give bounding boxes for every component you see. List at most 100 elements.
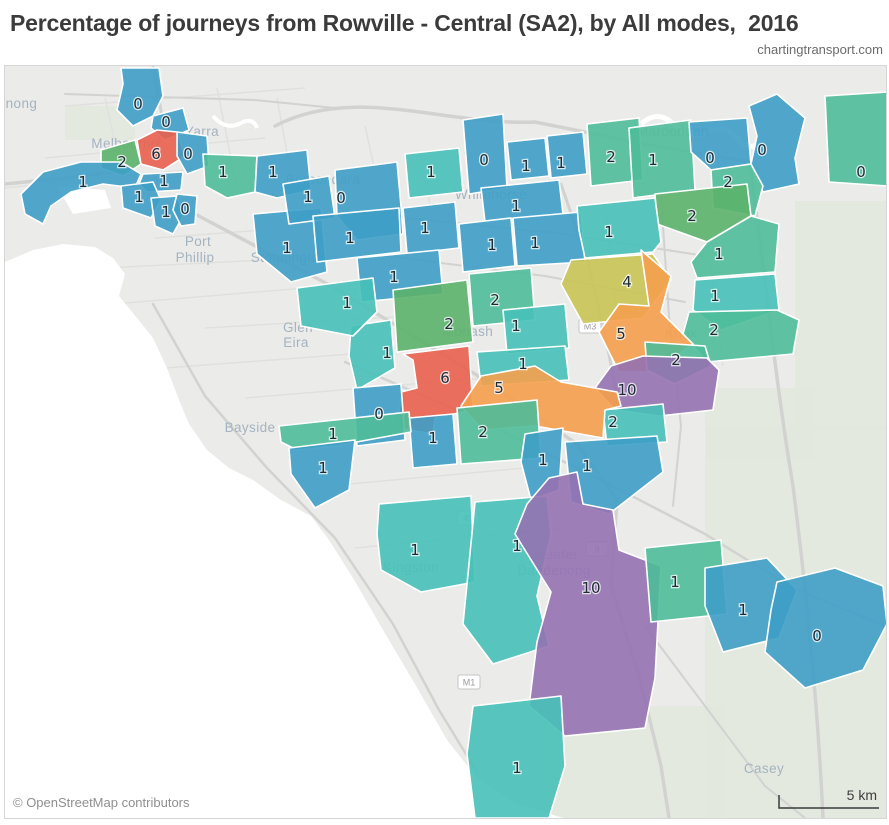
map-region[interactable] <box>514 471 662 737</box>
region-value-label: 1 <box>426 163 436 181</box>
region-value-label: 1 <box>318 459 328 477</box>
region-value-label: 0 <box>180 200 190 218</box>
region-value-label: 1 <box>410 541 420 559</box>
region-value-label: 5 <box>494 379 504 397</box>
region-value-label: 1 <box>714 245 724 263</box>
map-region[interactable] <box>690 215 780 279</box>
region-value-label: 1 <box>134 188 144 206</box>
region-value-label: 1 <box>218 163 228 181</box>
map-region[interactable] <box>502 303 570 355</box>
map-region[interactable] <box>576 197 662 259</box>
map-region[interactable] <box>376 495 476 593</box>
river <box>211 114 259 129</box>
svg-text:M3: M3 <box>584 322 597 332</box>
map-region[interactable] <box>176 131 210 175</box>
road <box>273 105 751 164</box>
region-value-label: 0 <box>812 627 822 645</box>
region-value-label: 0 <box>336 189 346 207</box>
region-value-label: 1 <box>342 294 352 312</box>
region-value-label: 0 <box>479 151 489 169</box>
region-value-label: 1 <box>530 234 540 252</box>
region-value-label: 1 <box>710 287 720 305</box>
map-canvas[interactable]: rnongYarraMelbournePortPhillipStonningto… <box>5 66 886 818</box>
region-value-label: 1 <box>420 219 430 237</box>
map-region[interactable] <box>392 279 474 353</box>
map-region[interactable] <box>296 277 378 337</box>
map-region[interactable] <box>546 131 588 179</box>
region-value-label: 1 <box>604 223 614 241</box>
region-value-label: 2 <box>117 153 127 171</box>
map-region[interactable] <box>288 439 356 509</box>
map-region[interactable] <box>512 211 586 267</box>
place-label: Eira <box>283 335 309 350</box>
place-label: Bayside <box>225 420 276 435</box>
region-value-label: 1 <box>582 457 592 475</box>
region-value-label: 2 <box>478 423 488 441</box>
region-value-label: 10 <box>581 579 600 597</box>
region-value-label: 1 <box>161 203 171 221</box>
scale-bar: 5 km <box>778 787 879 809</box>
map-region[interactable] <box>172 193 198 227</box>
place-label: Port <box>185 234 211 249</box>
region-value-label: 1 <box>389 268 399 286</box>
region-value-label: 1 <box>521 157 531 175</box>
region-value-label: 1 <box>428 429 438 447</box>
place-label: Casey <box>744 761 784 776</box>
region-value-label: 0 <box>133 95 143 113</box>
map-region[interactable] <box>458 217 516 273</box>
region-value-label: 5 <box>616 325 626 343</box>
region-value-label: 2 <box>671 351 681 369</box>
region-value-label: 2 <box>687 207 697 225</box>
map-region[interactable] <box>20 161 142 225</box>
region-value-label: 2 <box>606 148 616 166</box>
region-value-label: 1 <box>487 236 497 254</box>
region-value-label: 1 <box>282 239 292 257</box>
map-region[interactable] <box>116 67 164 127</box>
street-line <box>164 352 366 369</box>
region-value-label: 1 <box>670 573 680 591</box>
region-value-label: 0 <box>183 145 193 163</box>
region-value-label: 1 <box>303 188 313 206</box>
source-credit: chartingtransport.com <box>757 42 883 57</box>
map-region[interactable] <box>824 91 886 187</box>
region-value-label: 2 <box>608 413 618 431</box>
map-container[interactable]: rnongYarraMelbournePortPhillipStonningto… <box>4 65 887 819</box>
map-region[interactable] <box>466 695 566 818</box>
map-region[interactable] <box>404 147 464 199</box>
route-shield: M1 <box>457 674 481 690</box>
map-region[interactable] <box>748 93 806 193</box>
region-value-label: 0 <box>757 141 767 159</box>
scale-label: 5 km <box>847 787 877 803</box>
park-area <box>705 388 815 458</box>
region-value-label: 10 <box>617 381 636 399</box>
header: Percentage of journeys from Rowville - C… <box>0 0 889 65</box>
osm-attribution[interactable]: © OpenStreetMap contributors <box>13 795 190 810</box>
region-value-label: 1 <box>328 425 338 443</box>
road <box>644 625 806 818</box>
place-label: Phillip <box>176 250 215 265</box>
road <box>151 302 479 774</box>
region-value-label: 1 <box>556 154 566 172</box>
region-value-label: 0 <box>374 405 384 423</box>
map-region[interactable] <box>408 413 458 469</box>
region-value-label: 0 <box>705 149 715 167</box>
map-region[interactable] <box>506 137 550 181</box>
region-value-label: 1 <box>518 355 528 373</box>
region-value-label: 0 <box>856 163 866 181</box>
map-region[interactable] <box>602 403 668 447</box>
region-value-label: 2 <box>490 291 500 309</box>
map-region[interactable] <box>764 567 886 689</box>
region-value-label: 1 <box>78 173 88 191</box>
map-region[interactable] <box>348 319 396 391</box>
map-region[interactable] <box>628 119 696 199</box>
region-value-label: 1 <box>345 229 355 247</box>
water-bay <box>5 244 563 818</box>
region-value-label: 4 <box>622 273 632 291</box>
map-region[interactable] <box>402 201 460 255</box>
map-region[interactable] <box>202 153 258 199</box>
region-value-label: 6 <box>151 145 161 163</box>
map-region[interactable] <box>312 207 402 263</box>
region-value-label: 2 <box>723 173 733 191</box>
page-title: Percentage of journeys from Rowville - C… <box>10 10 799 36</box>
svg-text:M1: M1 <box>463 678 476 688</box>
